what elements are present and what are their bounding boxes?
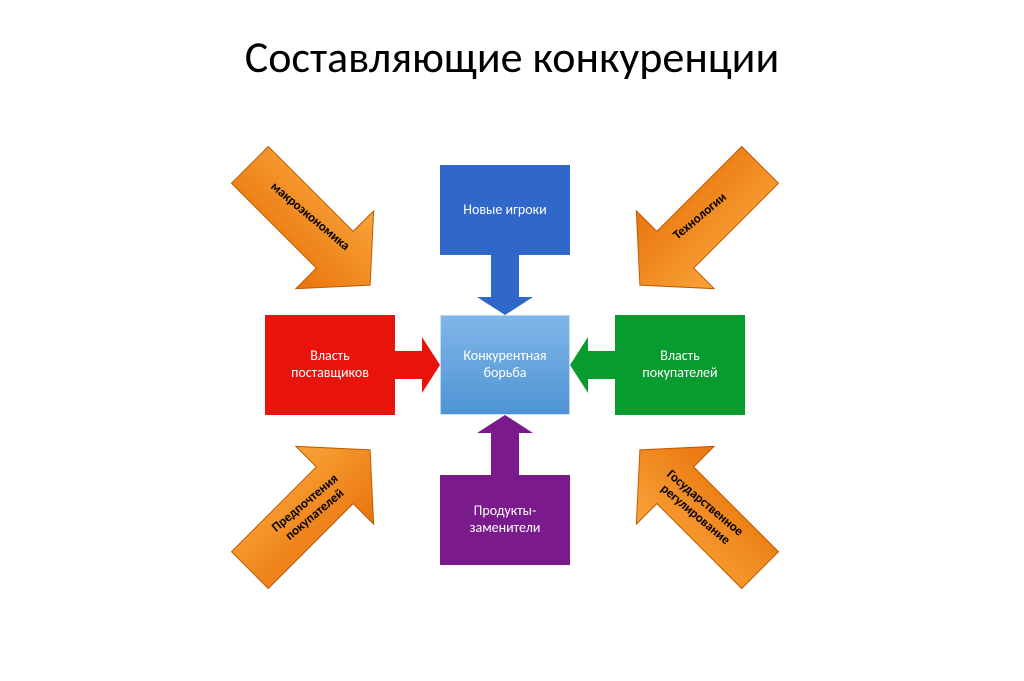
diagram-stage: Конкурентная борьбаНовые игрокиВласть по… <box>0 0 1024 681</box>
external-arrow-gov <box>0 0 1024 681</box>
